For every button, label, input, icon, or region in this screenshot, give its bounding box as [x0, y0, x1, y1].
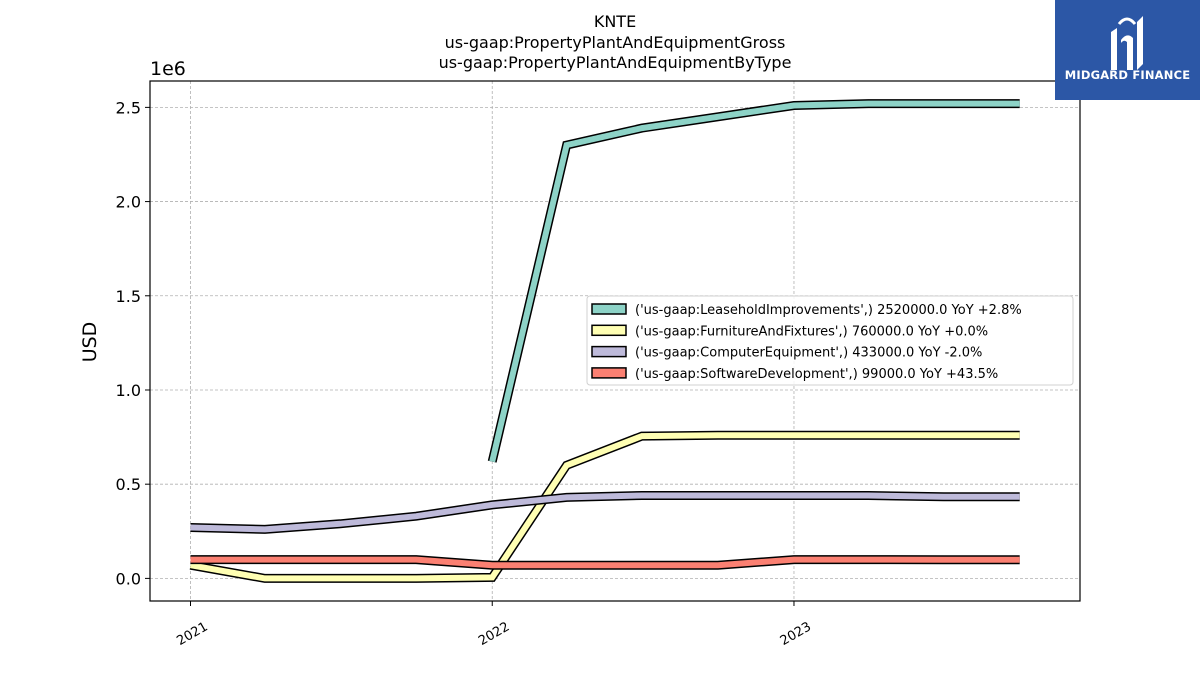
y-offset-label: 1e6	[150, 58, 186, 80]
legend-entry: ('us-gaap:LeaseholdImprovements',) 25200…	[591, 303, 1022, 318]
series-line	[189, 430, 1020, 583]
y-tick-label: 2.5	[116, 98, 141, 117]
chart-title-line-2: us-gaap:PropertyPlantAndEquipmentGross	[445, 33, 786, 52]
legend-label: ('us-gaap:ComputerEquipment',) 433000.0 …	[635, 346, 982, 361]
x-tick-label: 2021	[174, 619, 210, 649]
series-line	[190, 555, 1020, 570]
legend-box	[586, 295, 1074, 386]
grid	[150, 81, 1080, 601]
y-tick-label: 2.0	[116, 193, 141, 212]
series-line	[190, 491, 1020, 534]
y-tick-label: 1.5	[116, 287, 141, 306]
y-tick-label: 0.5	[116, 475, 141, 494]
legend-entry: ('us-gaap:ComputerEquipment',) 433000.0 …	[591, 345, 982, 361]
y-tick-label: 0.0	[116, 569, 141, 588]
logo-text: MIDGARD FINANCE	[1064, 68, 1191, 82]
y-tick-label: 1.0	[116, 381, 141, 400]
series-line-fill	[489, 100, 1020, 463]
legend-entry: ('us-gaap:FurnitureAndFixtures',) 760000…	[591, 324, 988, 339]
legend: ('us-gaap:LeaseholdImprovements',) 25200…	[586, 295, 1074, 386]
legend-label: ('us-gaap:SoftwareDevelopment',) 99000.0…	[635, 367, 998, 382]
legend-swatch	[591, 367, 627, 379]
legend-swatch	[591, 345, 627, 358]
midgard-finance-logo: MIDGARD FINANCE	[1055, 0, 1200, 100]
series-line-fill	[189, 432, 1020, 582]
legend-label: ('us-gaap:LeaseholdImprovements',) 25200…	[635, 303, 1022, 318]
chart-title-line-3: us-gaap:PropertyPlantAndEquipmentByType	[439, 53, 792, 72]
series-line-outline	[487, 99, 1020, 463]
legend-label: ('us-gaap:FurnitureAndFixtures',) 760000…	[635, 324, 988, 339]
chart-title: KNTE us-gaap:PropertyPlantAndEquipmentGr…	[439, 12, 792, 72]
series-line-fill	[190, 492, 1020, 533]
series-layer	[189, 99, 1020, 583]
y-axis-label: USD	[79, 322, 101, 363]
midgard-logo-icon	[1111, 16, 1143, 70]
series-line-fill	[190, 556, 1020, 569]
legend-swatch	[591, 324, 627, 337]
x-axis: 2021 2022 2023	[174, 601, 814, 649]
chart-title-line-1: KNTE	[594, 12, 636, 31]
y-axis: 0.0 0.5 1.0 1.5 2.0 2.5	[116, 98, 150, 588]
x-tick-label: 2022	[476, 619, 512, 649]
legend-entry: ('us-gaap:SoftwareDevelopment',) 99000.0…	[591, 367, 998, 382]
legend-swatch	[591, 303, 627, 315]
plot-frame	[149, 80, 1081, 602]
x-tick-label: 2023	[778, 619, 814, 649]
series-line	[487, 99, 1020, 463]
